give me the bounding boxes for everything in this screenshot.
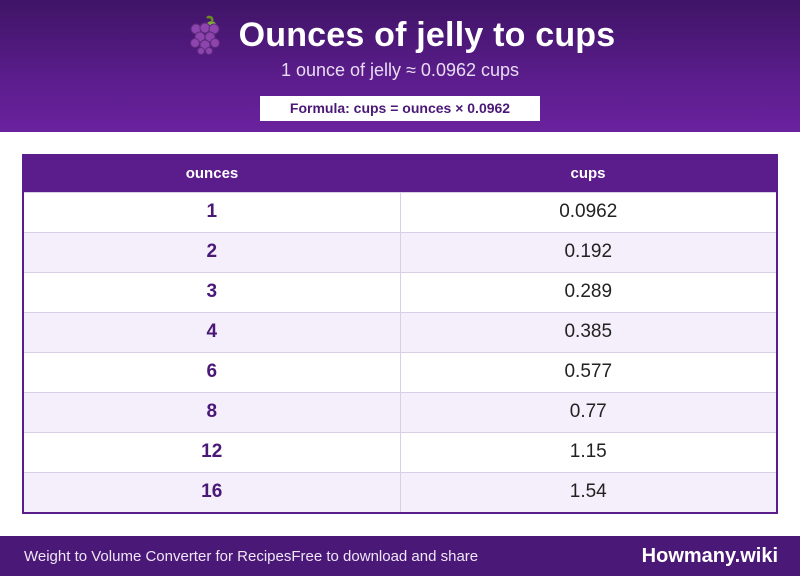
footer: Weight to Volume Converter for Recipes F… [0, 536, 800, 576]
cups-cell: 0.385 [400, 311, 776, 352]
cups-cell: 0.77 [400, 391, 776, 432]
grapes-icon [185, 15, 225, 55]
ounces-cell: 1 [24, 191, 401, 232]
table-row: 2 0.192 [24, 231, 776, 272]
cups-cell: 1.15 [400, 431, 776, 472]
footer-app-name: Weight to Volume Converter for Recipes [24, 547, 292, 565]
table-row: 1 0.0962 [24, 191, 776, 232]
table-header-row: ounces cups [24, 156, 776, 192]
ounces-cell: 3 [24, 271, 401, 312]
table-row: 6 0.577 [24, 351, 776, 392]
table-row: 16 1.54 [24, 471, 776, 512]
column-header-cups: cups [400, 156, 776, 192]
table-row: 12 1.15 [24, 431, 776, 472]
cups-cell: 0.577 [400, 351, 776, 392]
column-header-ounces: ounces [24, 156, 400, 192]
conversion-table: ounces cups 1 0.0962 2 0.192 3 0.289 4 0… [24, 156, 776, 512]
table-row: 8 0.77 [24, 391, 776, 432]
cups-cell: 1.54 [400, 471, 776, 512]
footer-tagline: Free to download and share [291, 547, 479, 565]
conversion-table-container: ounces cups 1 0.0962 2 0.192 3 0.289 4 0… [22, 154, 778, 514]
title-row: Ounces of jelly to cups [0, 14, 800, 56]
page-subtitle: 1 ounce of jelly ≈ 0.0962 cups [280, 60, 520, 80]
ounces-cell: 12 [24, 431, 401, 472]
page-title: Ounces of jelly to cups [238, 15, 616, 54]
table-row: 4 0.385 [24, 311, 776, 352]
cups-cell: 0.192 [400, 231, 776, 272]
header: Ounces of jelly to cups 1 ounce of jelly… [0, 0, 800, 132]
ounces-cell: 16 [24, 471, 401, 512]
table-row: 3 0.289 [24, 271, 776, 312]
cups-cell: 0.0962 [400, 191, 776, 232]
ounces-cell: 8 [24, 391, 401, 432]
footer-brand-link[interactable]: Howmany.wiki [641, 544, 778, 567]
cups-cell: 0.289 [400, 271, 776, 312]
ounces-cell: 6 [24, 351, 401, 392]
ounces-cell: 2 [24, 231, 401, 272]
ounces-cell: 4 [24, 311, 401, 352]
formula-box: Formula: cups = ounces × 0.0962 [260, 96, 540, 121]
